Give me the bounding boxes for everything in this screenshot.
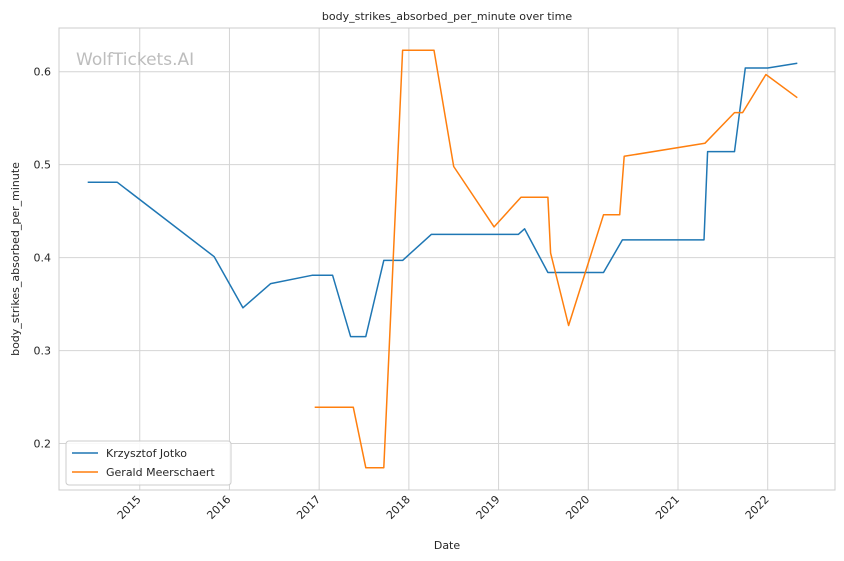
y-tick-label: 0.6 <box>34 66 52 79</box>
x-tick-label: 2018 <box>384 493 413 522</box>
x-axis-label: Date <box>434 539 461 552</box>
x-tick-label: 2015 <box>115 493 144 522</box>
y-tick-label: 0.4 <box>34 252 52 265</box>
x-tick-label: 2016 <box>204 493 233 522</box>
grid-layer <box>59 28 835 490</box>
x-tick-label: 2021 <box>653 493 682 522</box>
legend-box <box>65 440 232 486</box>
x-tick-label: 2017 <box>294 493 323 522</box>
y-tick-label: 0.5 <box>34 159 52 172</box>
plot-frame <box>58 27 836 491</box>
y-axis-label: body_strikes_absorbed_per_minute <box>9 162 22 356</box>
series-line-gerald-meerschaert <box>314 49 798 469</box>
x-tick-label: 2019 <box>474 493 503 522</box>
legend-label-krzysztof-jotko: Krzysztof Jotko <box>106 447 187 460</box>
y-tick-label: 0.2 <box>34 438 52 451</box>
watermark: WolfTickets.AI <box>76 50 194 70</box>
chart-title: body_strikes_absorbed_per_minute over ti… <box>322 10 572 23</box>
series-layer <box>87 49 798 469</box>
x-tick-label: 2022 <box>743 493 772 522</box>
y-tick-label: 0.3 <box>34 345 52 358</box>
x-tick-label: 2020 <box>563 493 592 522</box>
series-line-krzysztof-jotko <box>87 62 798 338</box>
legend-label-gerald-meerschaert: Gerald Meerschaert <box>106 466 215 479</box>
legend: Krzysztof Jotko Gerald Meerschaert <box>65 440 232 486</box>
